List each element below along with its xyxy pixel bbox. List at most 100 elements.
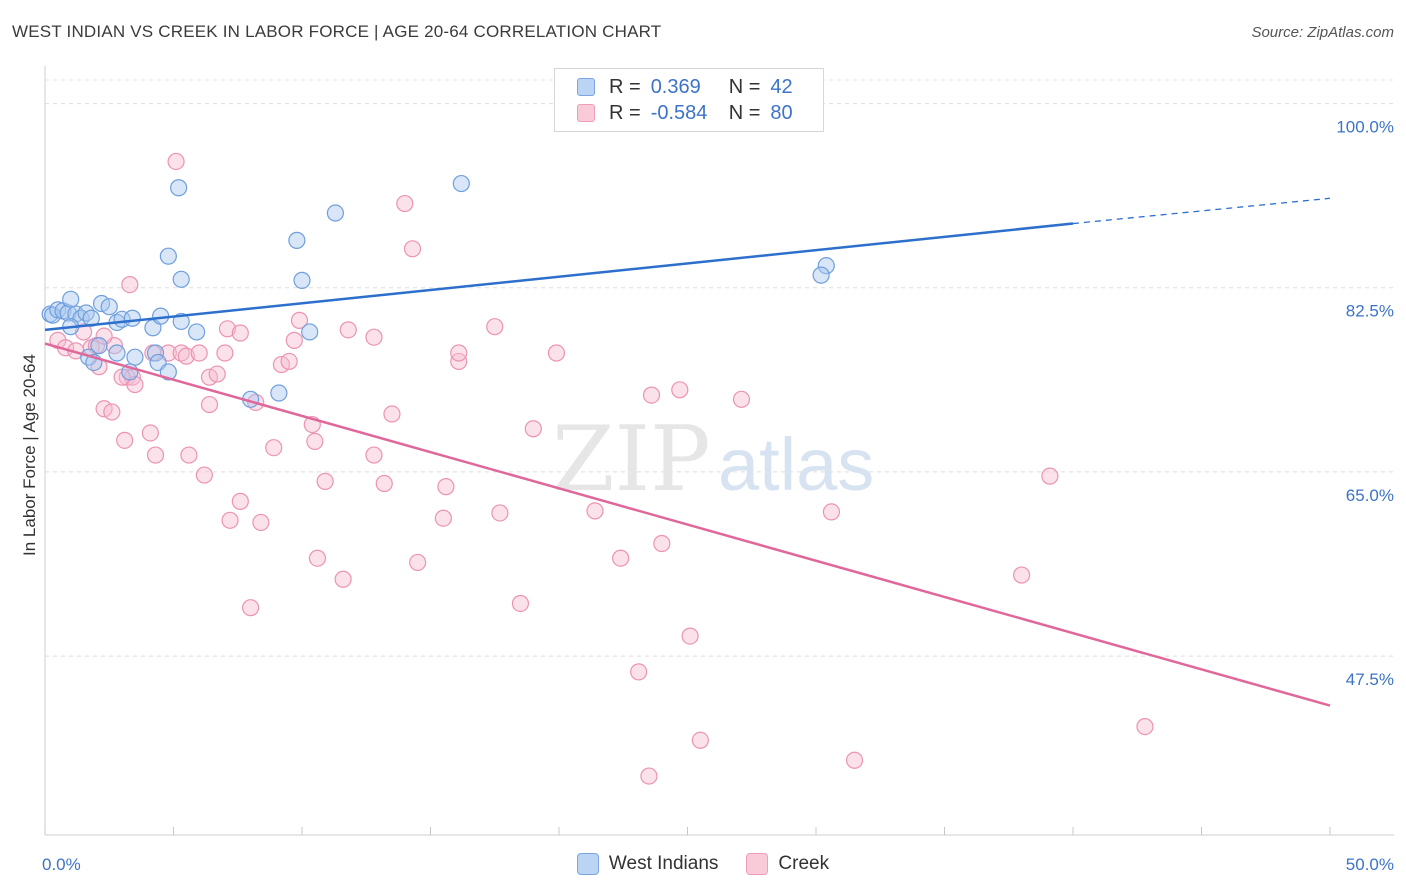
- y-tick-label-3: 100.0%: [1336, 118, 1394, 137]
- series-legend: West Indians Creek: [0, 852, 1406, 876]
- n-label: N =: [728, 75, 761, 98]
- west-indians-point-21: [90, 337, 108, 355]
- legend-item-creek[interactable]: Creek: [746, 853, 829, 875]
- r-label: R =: [609, 75, 641, 98]
- chart-title: WEST INDIAN VS CREEK IN LABOR FORCE | AG…: [12, 22, 662, 41]
- creek-point-29: [231, 324, 249, 342]
- legend-label-west-indians: West Indians: [608, 853, 719, 874]
- creek-point-35: [285, 331, 303, 349]
- creek-point-46: [409, 553, 427, 572]
- tick-labels: 47.5% 65.0% 82.5% 100.0% 0.0% 50.0%: [42, 118, 1394, 874]
- west-indians-point-20: [188, 323, 206, 341]
- creek-point-66: [822, 503, 841, 521]
- stats-legend: R = 0.369 N = 42 R = -0.584 N = 80: [554, 68, 824, 132]
- legend-item-west-indians[interactable]: West Indians: [576, 853, 719, 875]
- creek-point-22: [180, 446, 198, 464]
- west-indians-point-35: [293, 271, 311, 289]
- creek-point-68: [1012, 566, 1031, 584]
- west-indians-point-29: [270, 384, 288, 402]
- creek-point-40: [365, 446, 383, 464]
- creek-point-39: [339, 321, 357, 339]
- creek-point-77: [126, 375, 144, 394]
- creek-point-16: [167, 152, 185, 171]
- creek-point-56: [586, 502, 604, 520]
- n-value: 80: [770, 101, 793, 124]
- west-indians-point-38: [452, 174, 470, 193]
- creek-point-13: [172, 344, 190, 362]
- creek-point-26: [208, 365, 226, 383]
- west-indians-legend-swatch: [576, 853, 599, 875]
- x-tick-label-0: 0.0%: [42, 855, 81, 874]
- axes: [44, 66, 1394, 836]
- creek-point-76: [221, 511, 239, 529]
- y-tick-label-2: 82.5%: [1346, 302, 1394, 321]
- creek-swatch: [577, 104, 595, 122]
- west-indians-point-32: [170, 179, 188, 197]
- west-indians-point-36: [301, 323, 319, 341]
- west-indians-point-8: [77, 304, 95, 322]
- creek-point-64: [691, 731, 709, 749]
- west-indians-swatch: [577, 78, 595, 96]
- creek-point-59: [640, 767, 658, 785]
- creek-point-67: [845, 751, 864, 769]
- creek-point-20: [141, 424, 159, 442]
- source-credit: Source: ZipAtlas.com: [1251, 24, 1394, 41]
- creek-trend-line: [44, 342, 1331, 707]
- west-indians-point-22: [126, 348, 144, 366]
- x-tick-label-1: 50.0%: [1346, 855, 1394, 874]
- creek-point-72: [252, 513, 270, 532]
- creek-point-18: [103, 403, 121, 421]
- creek-point-14: [177, 347, 195, 365]
- creek-point-71: [231, 492, 249, 510]
- r-value: -0.584: [650, 101, 708, 124]
- creek-point-75: [334, 570, 352, 588]
- creek-point-48: [434, 509, 452, 527]
- creek-point-24: [200, 395, 219, 414]
- creek-point-47: [437, 478, 455, 496]
- y-tick-label-0: 47.5%: [1346, 670, 1394, 689]
- creek-point-19: [116, 431, 134, 449]
- r-value: 0.369: [650, 75, 701, 98]
- creek-point-54: [524, 420, 542, 438]
- creek-point-57: [612, 549, 630, 567]
- trend-lines: [44, 197, 1331, 707]
- creek-point-27: [216, 344, 234, 362]
- grid-lines: [45, 79, 1394, 657]
- west-indians-trend-line: [44, 222, 1074, 332]
- creek-legend-swatch: [746, 853, 769, 875]
- creek-point-65: [732, 390, 751, 408]
- creek-point-23: [195, 466, 213, 484]
- creek-point-44: [396, 194, 414, 213]
- stats-row-west-indians: R = 0.369 N = 42: [577, 75, 793, 99]
- west-indians-point-16: [123, 309, 141, 327]
- creek-point-21: [146, 446, 165, 464]
- r-label: R =: [609, 101, 641, 124]
- creek-point-69: [1041, 467, 1059, 485]
- creek-point-78: [95, 327, 113, 345]
- creek-point-60: [642, 386, 661, 404]
- creek-point-52: [491, 504, 509, 522]
- west-indians-point-34: [288, 231, 306, 249]
- stats-row-creek: R = -0.584 N = 80: [577, 101, 793, 125]
- legend-label-creek: Creek: [778, 853, 830, 874]
- west-indians-point-13: [100, 298, 118, 316]
- creek-point-70: [1136, 718, 1154, 736]
- creek-point-15: [190, 344, 208, 362]
- watermark-zip: ZIP: [552, 407, 711, 512]
- n-value: 42: [770, 75, 793, 98]
- west-indians-point-33: [172, 270, 190, 288]
- creek-point-37: [306, 432, 324, 450]
- creek-point-61: [653, 534, 671, 553]
- creek-point-45: [403, 240, 422, 258]
- creek-point-43: [383, 405, 401, 423]
- creek-point-32: [280, 352, 298, 371]
- west-indians-point-40: [812, 266, 830, 284]
- creek-point-41: [365, 328, 383, 346]
- creek-point-34: [290, 311, 309, 329]
- creek-point-10: [121, 275, 139, 294]
- west-indians-trend-extension: [1072, 197, 1331, 225]
- creek-point-74: [308, 549, 327, 567]
- creek-point-63: [681, 627, 699, 645]
- creek-point-28: [218, 320, 237, 338]
